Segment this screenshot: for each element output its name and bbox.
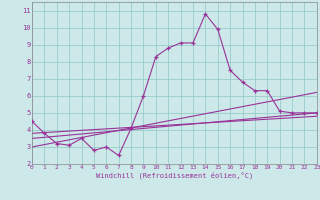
X-axis label: Windchill (Refroidissement éolien,°C): Windchill (Refroidissement éolien,°C)	[96, 172, 253, 179]
